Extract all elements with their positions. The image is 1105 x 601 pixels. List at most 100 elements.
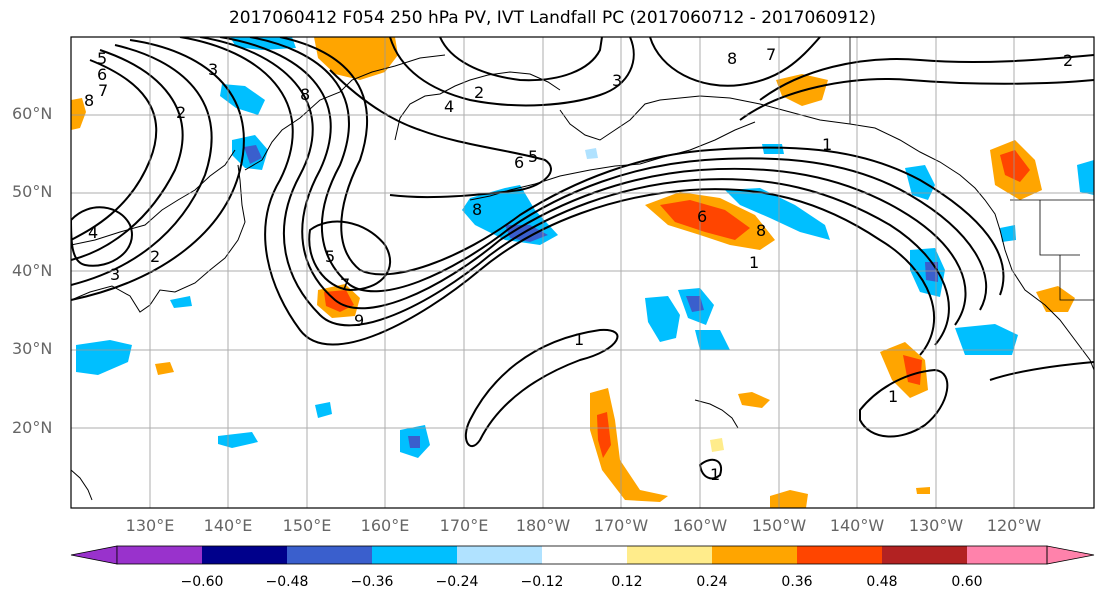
colorbar-tick-label: 0.60 (951, 574, 983, 590)
contour-label: 5 (528, 147, 538, 166)
coast-bering-w (394, 71, 561, 141)
pv-contour (329, 69, 552, 199)
colorbar (70, 545, 1095, 565)
shade-neg (955, 324, 1018, 355)
colorbar-tick-label: 0.12 (611, 574, 643, 590)
colorbar-cell (882, 546, 967, 564)
pv-contour (389, 37, 635, 107)
coast-hawaii (694, 399, 739, 429)
shade-weak-pos (710, 438, 724, 452)
colorbar-tick-label: −0.12 (520, 574, 564, 590)
shade-neg (645, 296, 680, 342)
colorbar-cell (287, 546, 372, 564)
shade-neg (218, 432, 258, 448)
contour-label: 9 (354, 311, 364, 330)
contour-label: 7 (98, 81, 108, 100)
pv-contour (71, 49, 184, 261)
contour-label: 8 (300, 85, 310, 104)
shade-pos (155, 362, 174, 375)
colorbar-outline (116, 545, 1048, 565)
map-frame (70, 36, 1095, 509)
shade-neg (725, 188, 830, 240)
pv-contour (698, 458, 723, 480)
pv-contour (649, 37, 821, 87)
colorbar-tick-label: −0.60 (180, 574, 224, 590)
pv-contours (71, 37, 1094, 480)
contour-label: 4 (88, 223, 98, 242)
contour-label: 1 (574, 330, 584, 349)
shade-pos (916, 487, 930, 494)
contour-label: 2 (150, 247, 160, 266)
contour-labels: 5 6 7 8 3 2 4 3 2 8 4 3 2 5 6 5 7 8 7 2 … (84, 45, 1073, 484)
pv-contour (219, 37, 967, 326)
contour-label: 4 (444, 97, 454, 116)
contour-label: 8 (727, 49, 737, 68)
colorbar-extend-low (70, 545, 118, 565)
lat-label: 40°N (12, 261, 53, 280)
border-state (1039, 200, 1080, 256)
contour-label: 2 (176, 103, 186, 122)
shade-strong-neg (408, 436, 420, 448)
contour-label: 5 (97, 49, 107, 68)
pv-contour (739, 78, 1094, 121)
pv-contour (199, 37, 950, 346)
coast-na-west (849, 123, 1094, 371)
coastlines (71, 54, 1094, 501)
contour-label: 5 (325, 247, 335, 266)
lon-label: 160°E (360, 516, 410, 535)
lat-label: 30°N (12, 339, 53, 358)
contour-label: 3 (110, 265, 120, 284)
shade-pos (590, 388, 668, 502)
shade-neg (76, 340, 132, 375)
lon-label: 180°W (515, 516, 571, 535)
colorbar-extend-high (1046, 545, 1095, 565)
lon-label: 140°W (829, 516, 885, 535)
contour-label: 3 (208, 60, 218, 79)
shade-strong-neg (244, 145, 262, 164)
lon-label: 150°W (751, 516, 807, 535)
colorbar-cell (372, 546, 457, 564)
contour-label: 1 (710, 465, 720, 484)
contour-label: 6 (514, 153, 524, 172)
colorbar-cell (627, 546, 712, 564)
colorbar-tick-label: −0.48 (265, 574, 309, 590)
colorbar-tick-label: 0.36 (781, 574, 813, 590)
contour-label: 8 (84, 91, 94, 110)
pv-contour (989, 361, 1094, 381)
colorbar-cell (797, 546, 882, 564)
shade-neg (905, 165, 935, 200)
contour-label: 7 (340, 275, 350, 294)
shade-neg (1077, 160, 1094, 195)
lon-label: 150°E (282, 516, 332, 535)
pv-contour (249, 37, 988, 311)
border-state (1059, 255, 1094, 301)
shade-neg (762, 144, 784, 154)
coast-japan-korea (71, 164, 246, 313)
contour-label: 8 (756, 221, 766, 240)
pv-contour (859, 368, 949, 438)
shade-neg (695, 330, 730, 350)
colorbar-cell (202, 546, 287, 564)
lat-label: 60°N (12, 104, 53, 123)
lon-label: 170°E (439, 516, 489, 535)
borders (849, 37, 1094, 301)
colorbar-cell (712, 546, 797, 564)
colorbar-tick-label: −0.36 (350, 574, 394, 590)
pv-contour (71, 59, 158, 241)
contour-label: 2 (474, 83, 484, 102)
pv-contour (71, 206, 133, 267)
shade-strong-pos (597, 412, 611, 458)
shade-pos (770, 490, 808, 508)
lon-label: 160°W (672, 516, 728, 535)
colorbar-tick-label: 0.48 (866, 574, 898, 590)
pv-contour (179, 37, 936, 356)
pv-contour (439, 37, 603, 82)
shade-pos (738, 392, 770, 408)
colorbar-cell (457, 546, 542, 564)
pv-contour (759, 54, 1094, 101)
colorbar-cell (117, 546, 202, 564)
contour-label: 1 (888, 387, 898, 406)
shade-neg (170, 296, 192, 308)
lon-label: 130°W (908, 516, 964, 535)
